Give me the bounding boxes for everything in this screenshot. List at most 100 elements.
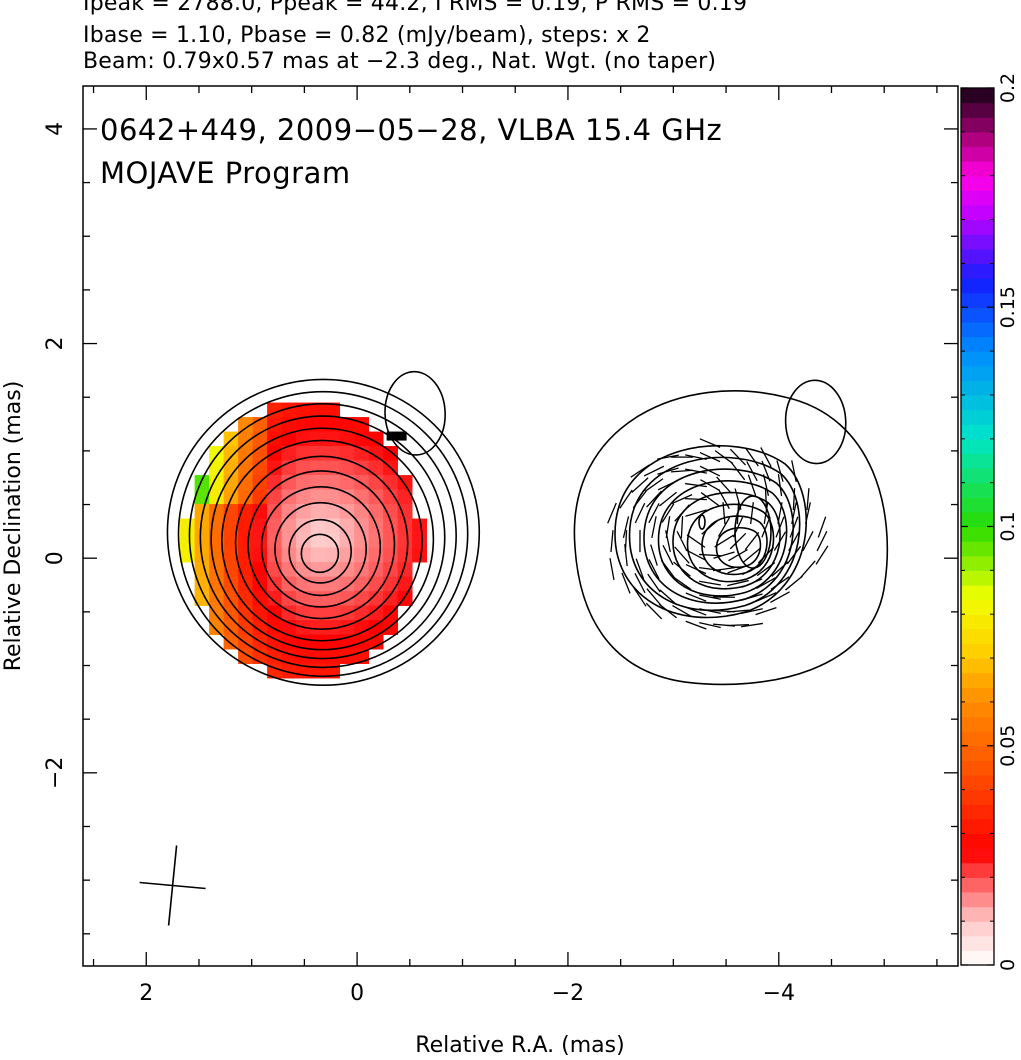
colorbar-step: [961, 483, 994, 498]
colorbar-step: [961, 176, 994, 191]
mojave-polarization-map: 2 0 −2 −4420−2 0642+449, 2009−05−28, VLBA 1…: [0, 0, 1021, 1060]
colorbar-step: [961, 877, 994, 892]
colorbar-step: [961, 921, 994, 936]
evpa-vector: [685, 499, 707, 500]
evpa-vector: [686, 565, 706, 574]
evpa-vector: [745, 532, 759, 549]
pol-pixel: [224, 446, 239, 461]
pol-pixel: [296, 519, 311, 534]
evpa-vector: [686, 621, 707, 629]
evpa-vector: [756, 608, 777, 615]
y-tick-label: 2: [43, 337, 68, 351]
colorbar-step: [961, 336, 994, 351]
pol-pixel: [267, 620, 282, 635]
colorbar-step: [961, 629, 994, 644]
pol-pixel: [325, 490, 340, 505]
pol-pixel: [311, 562, 326, 577]
colorbar-step: [961, 497, 994, 512]
evpa-vector: [646, 603, 661, 619]
pol-pixel: [325, 649, 340, 664]
y-axis-label: Relative Declination (mas): [1, 381, 26, 672]
evpa-vector: [807, 488, 809, 510]
pol-pixel: [180, 548, 195, 563]
evpa-vector: [727, 625, 749, 626]
colorbar-tick-label: 0.15: [997, 286, 1019, 328]
pol-pixel: [340, 490, 355, 505]
evpa-vector: [666, 530, 671, 552]
pol-pixel: [311, 620, 326, 635]
pol-pixel: [383, 548, 398, 563]
pol-pixel: [398, 548, 413, 563]
pol-pixel: [238, 461, 253, 476]
colorbar-step: [961, 907, 994, 922]
pol-pixel: [311, 548, 326, 563]
evpa-vector: [658, 480, 678, 489]
y-tick-label: 0: [43, 551, 68, 565]
evpa-vectors: [608, 439, 828, 629]
pol-pixel: [325, 446, 340, 461]
evpa-vector: [649, 503, 659, 522]
pol-pixel: [311, 577, 326, 592]
colorbar-tick-label: 0.05: [997, 725, 1019, 767]
pol-pixel: [311, 417, 326, 432]
colorbar-step: [961, 103, 994, 118]
colorbar-step: [961, 863, 994, 878]
pol-pixel: [354, 504, 369, 519]
pol-pixel: [267, 591, 282, 606]
colorbar-step: [961, 643, 994, 658]
colorbar-step: [961, 892, 994, 907]
pol-pixel: [311, 461, 326, 476]
pol-pixel: [267, 519, 282, 534]
evpa-vector: [818, 517, 825, 538]
pol-pixel: [340, 548, 355, 563]
pol-pixel: [412, 533, 427, 548]
pol-pixel: [311, 649, 326, 664]
colorbar-step: [961, 600, 994, 615]
evpa-vector: [681, 516, 682, 538]
pol-pixel: [325, 635, 340, 650]
pol-pixel: [311, 635, 326, 650]
colorbar-step: [961, 351, 994, 366]
colorbar-step: [961, 527, 994, 542]
colorbar-step: [961, 833, 994, 848]
colorbar-step: [961, 410, 994, 425]
colorbar-step: [961, 848, 994, 863]
colorbar-step: [961, 819, 994, 834]
colorbar-step: [961, 249, 994, 264]
colorbar-step: [961, 220, 994, 235]
colorbar-step: [961, 146, 994, 161]
evpa-vector: [610, 558, 614, 580]
colorbar-step: [961, 614, 994, 629]
evpa-vector: [713, 568, 735, 571]
polarized-outer-contour: [574, 391, 887, 685]
evpa-vector: [762, 461, 770, 481]
colorbar-step: [961, 746, 994, 761]
pol-pixel: [340, 577, 355, 592]
colorbar-step: [961, 790, 994, 805]
y-tick-label: −2: [43, 757, 68, 789]
pol-pixel: [296, 432, 311, 447]
chart-title: 0642+449, 2009−05−28, VLBA 15.4 GHz: [100, 113, 722, 147]
pol-pixel: [282, 475, 297, 490]
pol-pixel: [354, 591, 369, 606]
x-tick-label: 2: [139, 981, 153, 1006]
pol-scale-bar: [387, 432, 407, 441]
pol-pixel: [238, 548, 253, 563]
colorbar-step: [961, 775, 994, 790]
evpa-vector: [686, 607, 707, 615]
pol-pixel: [311, 504, 326, 519]
x-tick-label: −2: [552, 981, 584, 1006]
colorbar-step: [961, 88, 994, 103]
colorbar-tick-label: 0.1: [997, 511, 1019, 541]
evpa-vector: [647, 491, 662, 507]
polarized-intensity-contours: [574, 391, 887, 685]
pol-pixel: [209, 446, 224, 461]
pol-pixel: [253, 548, 268, 563]
colorbar-tick-label: 0.2: [997, 73, 1019, 103]
pol-pixel: [383, 504, 398, 519]
x-tick-label: 0: [350, 981, 364, 1006]
evpa-vector: [652, 516, 656, 538]
colorbar-step: [961, 950, 994, 965]
pol-pixel: [267, 446, 282, 461]
colorbar-step: [961, 132, 994, 147]
